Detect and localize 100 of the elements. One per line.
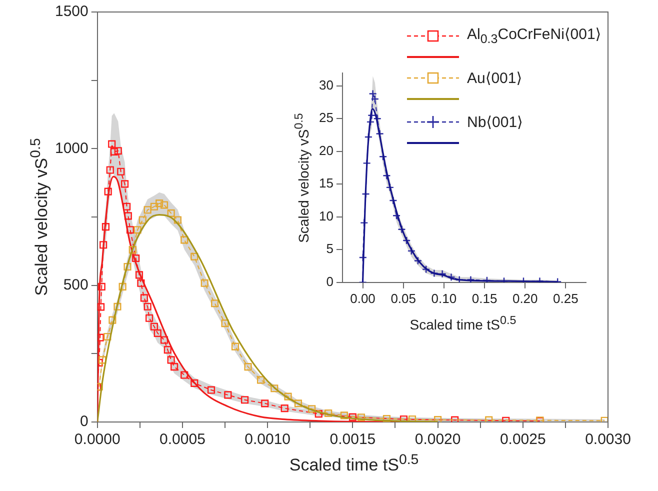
y-tick-label: 30 — [318, 77, 334, 92]
point — [154, 329, 162, 337]
point — [314, 410, 322, 418]
point — [240, 396, 249, 404]
point — [466, 276, 475, 282]
point — [360, 218, 368, 227]
point — [455, 276, 464, 282]
legend-label: Au⟨001⟩ — [467, 68, 522, 86]
point — [134, 226, 142, 234]
point — [118, 282, 126, 290]
y-tick-label: 0 — [80, 413, 88, 430]
point — [402, 236, 411, 245]
x-tick-label: 0.00 — [350, 290, 376, 306]
point — [308, 405, 316, 413]
point — [261, 400, 269, 408]
point — [382, 414, 391, 422]
point — [422, 265, 430, 274]
point — [124, 212, 132, 220]
point — [324, 409, 332, 418]
point — [104, 188, 112, 196]
point — [150, 322, 158, 330]
point — [135, 271, 144, 279]
y-tick-label: 1000 — [54, 140, 88, 157]
point — [102, 223, 110, 231]
point — [256, 376, 265, 384]
point — [430, 269, 438, 278]
point — [190, 252, 198, 260]
point — [451, 416, 459, 422]
x-axis-title: Scaled time tS$^{0.5}$ — [289, 452, 419, 476]
point — [100, 241, 108, 249]
point — [106, 166, 114, 174]
point — [124, 262, 132, 271]
point — [146, 314, 154, 322]
x-axis-title: Scaled time tS$^{0.5}$ — [410, 314, 516, 333]
y-tick-label: 15 — [318, 176, 334, 191]
point — [114, 302, 122, 310]
point — [389, 196, 398, 205]
point — [200, 279, 208, 287]
point — [348, 413, 356, 421]
point — [138, 216, 146, 224]
point — [110, 148, 118, 156]
point — [156, 200, 164, 208]
x-tick-label: 0.0015 — [330, 431, 376, 448]
point — [207, 386, 216, 394]
point — [144, 206, 152, 214]
point — [414, 256, 422, 265]
point — [244, 363, 252, 371]
x-tick-label: 0.15 — [472, 290, 498, 306]
point — [140, 294, 148, 302]
x-tick-label: 0.0000 — [74, 431, 120, 448]
point — [98, 282, 106, 290]
x-tick-label: 0.0005 — [160, 431, 206, 448]
point — [221, 320, 229, 328]
point — [167, 356, 175, 364]
point — [434, 416, 442, 422]
point — [180, 236, 188, 244]
x-tick-label: 0.0010 — [244, 431, 291, 448]
point — [167, 209, 175, 217]
point — [447, 273, 456, 282]
point — [104, 332, 112, 340]
point — [294, 400, 302, 408]
x-tick-label: 0.0030 — [585, 431, 631, 448]
point — [120, 180, 129, 188]
legend-label: Nb⟨001⟩ — [467, 112, 523, 130]
point — [398, 225, 406, 234]
y-tick-label: 25 — [318, 110, 334, 126]
y-tick-label: 5 — [326, 241, 334, 256]
x-tick-label: 0.0025 — [500, 431, 546, 448]
point — [160, 201, 168, 209]
point — [128, 246, 136, 254]
point — [357, 414, 365, 422]
point — [284, 392, 292, 400]
point — [108, 140, 116, 148]
point — [123, 202, 131, 210]
point — [280, 404, 288, 412]
point — [98, 356, 106, 364]
point — [270, 384, 278, 392]
x-tick-label: 0.0020 — [414, 431, 461, 448]
y-tick-label: 10 — [318, 208, 334, 224]
y-tick-label: 0 — [326, 274, 334, 289]
point — [386, 183, 394, 192]
point — [407, 246, 416, 256]
point — [231, 342, 240, 350]
point — [180, 371, 188, 379]
point — [114, 147, 122, 155]
point — [97, 334, 104, 342]
point — [174, 216, 182, 224]
x-tick-label: 0.05 — [390, 290, 416, 306]
point — [600, 416, 608, 422]
point — [117, 168, 125, 176]
point — [164, 346, 172, 354]
point — [144, 302, 152, 310]
y-tick-label: 20 — [318, 142, 334, 158]
point — [150, 202, 158, 210]
point — [211, 300, 219, 308]
point — [190, 379, 198, 387]
point — [132, 254, 140, 262]
y-tick-label: 1500 — [54, 3, 88, 20]
legend-label: Al$_{0.3}$CoCrFeNi⟨001⟩ — [467, 25, 602, 46]
point — [137, 279, 145, 287]
